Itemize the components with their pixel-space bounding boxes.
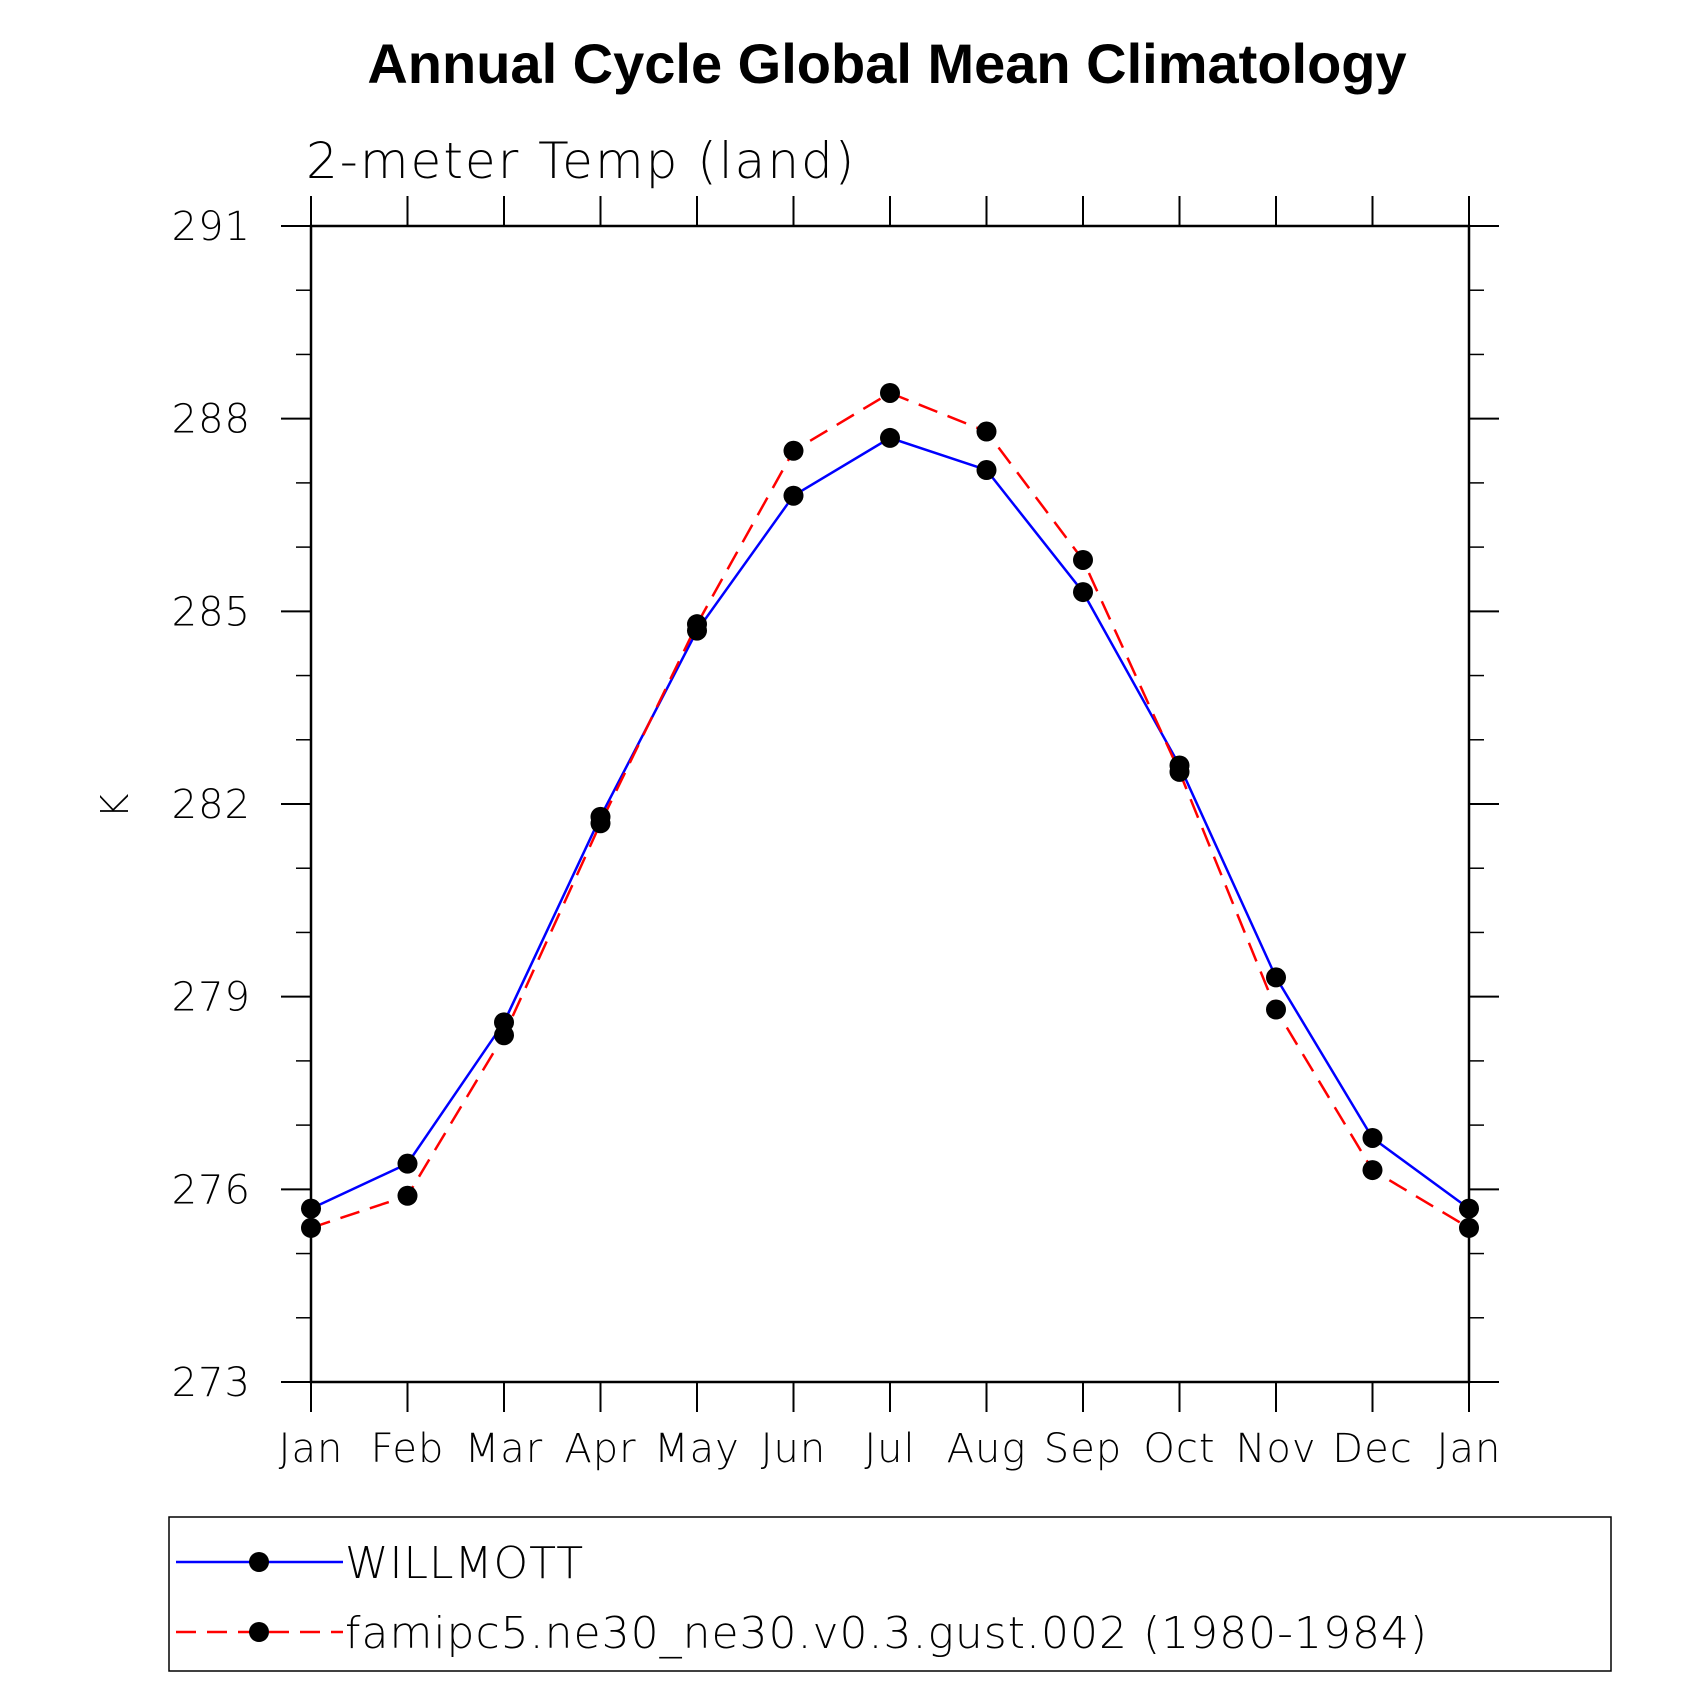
chart-title: Annual Cycle Global Mean Climatology	[367, 32, 1406, 95]
data-point-series-0	[1459, 1198, 1479, 1219]
x-tick-label: Aug	[947, 1426, 1027, 1472]
data-point-series-1	[590, 813, 611, 834]
data-point-series-0	[1266, 967, 1286, 988]
x-tick-label: Mar	[465, 1426, 543, 1472]
data-point-series-1	[1169, 761, 1190, 782]
data-point-series-1	[1266, 999, 1286, 1020]
data-point-series-1	[1073, 549, 1093, 570]
y-tick-label: 285	[172, 589, 251, 635]
data-point-series-0	[783, 485, 804, 506]
data-point-series-1	[687, 614, 707, 635]
series-line-0	[310, 436, 1470, 1210]
y-tick-label: 288	[172, 397, 251, 443]
data-point-series-0	[1362, 1127, 1383, 1148]
legend-marker-famipc5	[249, 1622, 269, 1642]
legend-label-willmott: WILLMOTT	[345, 1538, 584, 1589]
chart-subtitle: 2-meter Temp (land)	[306, 132, 856, 190]
x-tick-label: Nov	[1235, 1426, 1316, 1472]
x-tick-label: Dec	[1332, 1426, 1412, 1472]
x-tick-label: Sep	[1044, 1426, 1122, 1472]
x-tick-label: Apr	[564, 1426, 636, 1472]
x-axis: Jan Feb Mar Apr May Jun Jul Aug Sep Oct Nov Dec Jan	[279, 196, 1502, 1472]
x-tick-label: Jan	[1437, 1426, 1502, 1472]
data-point-series-0	[397, 1153, 418, 1174]
y-axis: 273 276 279 282 285 288 291	[172, 204, 1499, 1406]
legend-box	[168, 1516, 1612, 1672]
data-point-series-0	[880, 427, 900, 448]
data-point-series-1	[397, 1185, 418, 1206]
x-tick-label: May	[654, 1426, 740, 1472]
series-layer	[301, 382, 1479, 1238]
data-point-series-1	[494, 1025, 514, 1046]
data-point-series-1	[1362, 1160, 1383, 1181]
y-tick-label: 273	[172, 1360, 251, 1406]
y-tick-label: 291	[172, 204, 251, 250]
legend: WILLMOTT famipc5.ne30_ne30.v0.3.gust.002…	[168, 1516, 1612, 1672]
data-point-series-1	[880, 382, 900, 403]
data-point-series-0	[1073, 582, 1093, 603]
data-point-series-1	[976, 421, 997, 442]
x-tick-label: Jul	[864, 1426, 915, 1472]
y-tick-label: 279	[172, 975, 251, 1021]
data-point-series-1	[1459, 1217, 1479, 1238]
series-line-1	[310, 391, 1470, 1230]
y-tick-label: 276	[172, 1167, 251, 1213]
x-tick-label: Jun	[761, 1426, 827, 1472]
legend-marker-willmott	[249, 1552, 269, 1572]
x-tick-label: Jan	[279, 1426, 344, 1472]
y-axis-label: K	[93, 793, 137, 818]
data-point-series-0	[976, 460, 997, 481]
data-point-series-0	[301, 1198, 321, 1219]
data-point-series-1	[301, 1217, 321, 1238]
y-tick-label: 282	[172, 782, 251, 828]
legend-label-famipc5: famipc5.ne30_ne30.v0.3.gust.002 (1980-19…	[345, 1608, 1428, 1659]
data-point-series-1	[783, 440, 804, 461]
x-tick-label: Oct	[1143, 1426, 1215, 1472]
x-tick-label: Feb	[371, 1426, 445, 1472]
